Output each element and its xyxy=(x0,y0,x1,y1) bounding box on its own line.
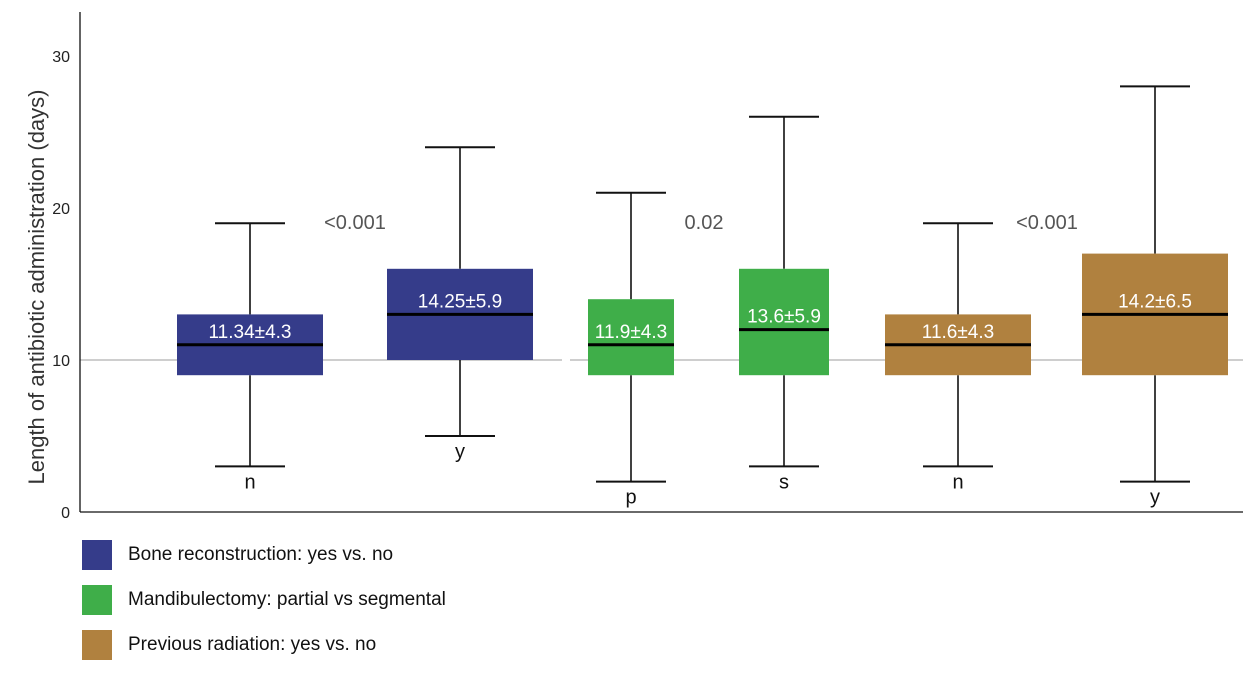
category-label: p xyxy=(625,487,636,509)
mean-sd-label: 13.6±5.9 xyxy=(747,307,821,328)
p-value-label: <0.001 xyxy=(324,212,386,234)
mean-sd-label: 11.6±4.3 xyxy=(922,322,994,343)
box-plot-chart: 0 10 20 30 11.34±4.3 n 14.25±5.9 y <0.001 11.9±4… xyxy=(24,12,1243,522)
legend-swatch xyxy=(82,540,112,570)
iqr-box xyxy=(588,299,674,376)
y-tick-label: 20 xyxy=(52,201,70,218)
box-bone-reconstruction-n: 11.34±4.3 n xyxy=(177,222,323,493)
p-value-label: 0.02 xyxy=(685,212,724,234)
box-bone-reconstruction-y: 14.25±5.9 y xyxy=(387,146,533,463)
box-previous-radiation-n: 11.6±4.3 n xyxy=(885,222,1031,493)
y-tick-label: 30 xyxy=(52,49,70,66)
legend-item-bone-reconstruction: Bone reconstruction: yes vs. no xyxy=(82,540,446,570)
y-tick-label: 10 xyxy=(52,353,70,370)
legend-label: Mandibulectomy: partial vs segmental xyxy=(128,589,446,610)
box-mandibulectomy-p: 11.9±4.3 p xyxy=(588,191,674,509)
y-tick-label: 0 xyxy=(61,505,70,522)
mean-sd-label: 11.34±4.3 xyxy=(209,322,292,343)
p-value-label: <0.001 xyxy=(1016,212,1078,234)
mean-sd-label: 14.2±6.5 xyxy=(1118,291,1192,312)
legend-item-mandibulectomy: Mandibulectomy: partial vs segmental xyxy=(82,585,446,615)
legend-item-previous-radiation: Previous radiation: yes vs. no xyxy=(82,630,446,660)
axes: 0 10 20 30 xyxy=(52,12,1243,522)
legend-label: Previous radiation: yes vs. no xyxy=(128,634,377,655)
legend-swatch xyxy=(82,585,112,615)
category-label: s xyxy=(779,471,789,493)
category-label: y xyxy=(455,441,465,463)
boxes: 11.34±4.3 n 14.25±5.9 y <0.001 11.9±4.3 p 13.6±… xyxy=(177,85,1228,509)
iqr-box xyxy=(739,268,829,376)
category-label: y xyxy=(1150,487,1160,509)
category-label: n xyxy=(952,471,963,493)
mean-sd-label: 11.9±4.3 xyxy=(595,322,667,343)
box-mandibulectomy-s: 13.6±5.9 s xyxy=(739,115,829,493)
mean-sd-label: 14.25±5.9 xyxy=(418,291,502,312)
legend-label: Bone reconstruction: yes vs. no xyxy=(128,544,394,565)
category-label: n xyxy=(244,471,255,493)
legend: Bone reconstruction: yes vs. no Mandibul… xyxy=(82,540,446,675)
legend-swatch xyxy=(82,630,112,660)
y-axis-label: Length of antibiotic administration (day… xyxy=(24,90,49,485)
box-previous-radiation-y: 14.2±6.5 y xyxy=(1082,85,1228,509)
